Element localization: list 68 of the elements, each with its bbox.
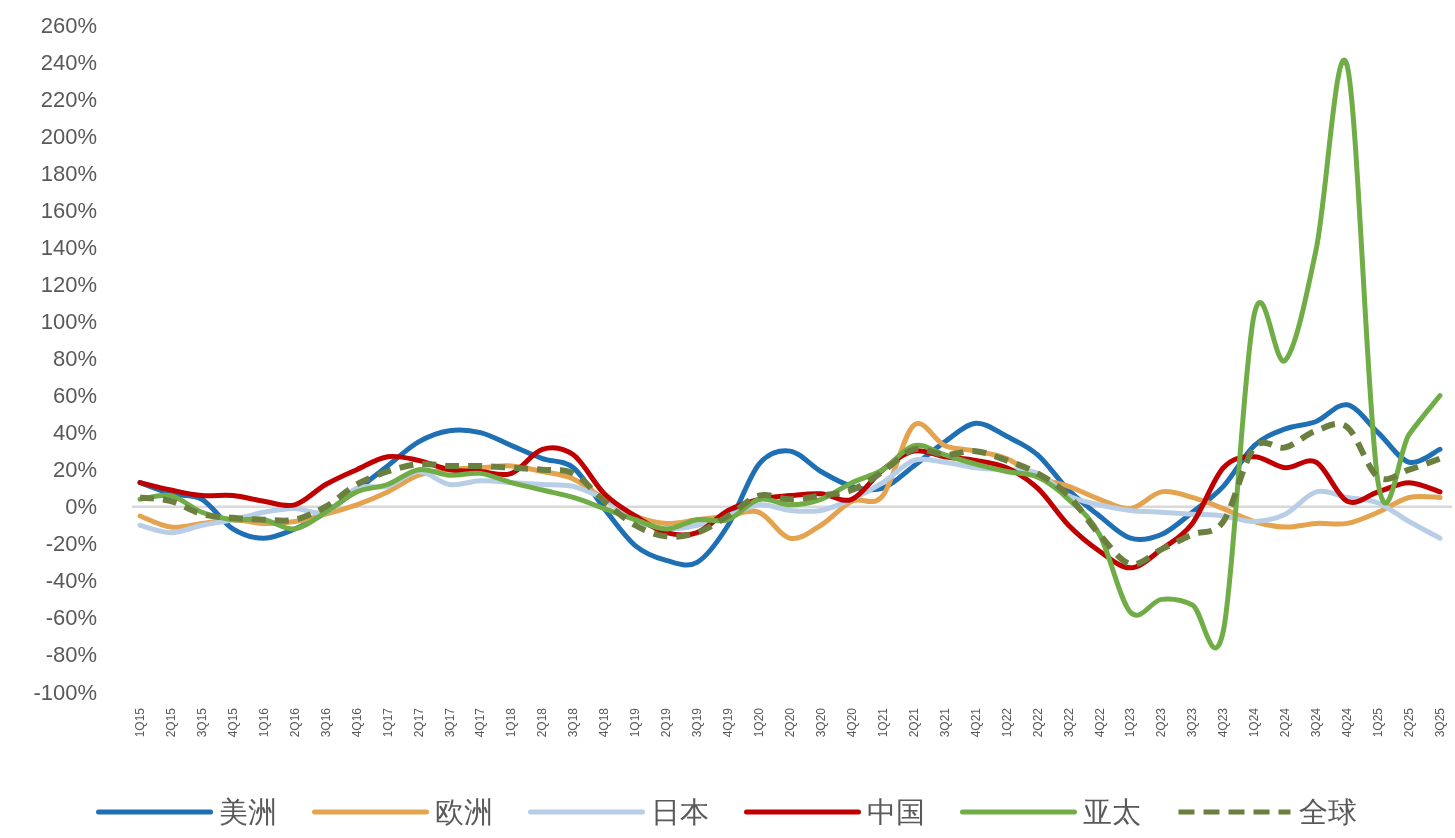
x-tick-label: 1Q18: [504, 707, 519, 738]
x-tick-label: 2Q21: [906, 707, 921, 738]
y-tick-label: 180%: [40, 160, 97, 186]
y-tick-label: 260%: [40, 12, 97, 38]
legend-label: 亚太: [1082, 796, 1141, 828]
y-tick-label: 60%: [52, 383, 97, 409]
y-tick-label: 160%: [40, 197, 97, 223]
x-tick-label: 4Q24: [1340, 707, 1355, 738]
legend-label: 日本: [650, 796, 709, 828]
x-tick-label: 4Q18: [597, 707, 612, 738]
y-tick-label: -80%: [45, 642, 97, 668]
legend-label: 全球: [1298, 796, 1357, 828]
x-tick-label: 4Q20: [844, 707, 859, 738]
x-tick-label: 2Q20: [783, 707, 797, 738]
x-tick-label: 3Q21: [937, 707, 952, 738]
x-tick-label: 3Q20: [813, 707, 828, 738]
x-tick-label: 3Q17: [442, 707, 457, 738]
y-tick-label: 220%: [40, 86, 97, 112]
x-tick-label: 1Q21: [875, 707, 890, 738]
y-tick-label: 140%: [40, 234, 97, 260]
y-tick-label: -60%: [45, 605, 97, 631]
x-tick-label: 3Q23: [1185, 707, 1200, 738]
x-tick-label: 3Q22: [1061, 707, 1076, 738]
x-tick-label: 4Q16: [349, 707, 364, 738]
x-tick-label: 2Q17: [411, 707, 426, 738]
x-tick-label: 1Q23: [1123, 707, 1138, 738]
x-tick-label: 1Q25: [1371, 707, 1386, 738]
legend-label: 中国: [866, 796, 925, 828]
x-tick-label: 2Q15: [163, 707, 178, 738]
x-tick-label: 3Q19: [690, 707, 705, 738]
y-tick-label: -100%: [33, 679, 97, 705]
y-tick-label: 20%: [52, 457, 97, 483]
x-tick-label: 2Q18: [535, 707, 550, 738]
x-tick-label: 1Q22: [999, 707, 1014, 738]
y-tick-label: 100%: [40, 308, 97, 334]
x-tick-label: 2Q23: [1154, 707, 1169, 738]
x-tick-label: 4Q19: [721, 707, 736, 738]
x-tick-label: 3Q16: [318, 707, 333, 738]
x-tick-label: 4Q22: [1092, 707, 1107, 738]
y-tick-label: 0%: [65, 494, 97, 520]
y-tick-label: 200%: [40, 123, 97, 149]
y-tick-label: 40%: [52, 420, 97, 446]
x-tick-label: 2Q16: [287, 707, 302, 738]
y-tick-label: 240%: [40, 49, 97, 75]
x-tick-label: 1Q15: [133, 707, 147, 738]
x-tick-label: 3Q18: [566, 707, 581, 738]
x-tick-label: 2Q22: [1030, 707, 1045, 738]
x-tick-label: 3Q24: [1309, 707, 1324, 738]
legend-label: 美洲: [218, 796, 277, 828]
x-tick-label: 1Q17: [380, 707, 395, 738]
x-tick-label: 1Q24: [1247, 707, 1262, 738]
x-tick-label: 2Q25: [1402, 707, 1417, 738]
x-tick-label: 4Q23: [1216, 707, 1231, 738]
x-tick-label: 4Q21: [968, 707, 983, 738]
x-tick-label: 4Q17: [473, 707, 488, 738]
y-tick-label: 120%: [40, 271, 97, 297]
y-tick-label: -20%: [45, 531, 97, 557]
legend-label: 欧洲: [434, 796, 493, 828]
x-tick-label: 1Q20: [752, 707, 767, 738]
y-tick-label: 80%: [52, 346, 97, 371]
x-tick-label: 4Q15: [225, 707, 240, 738]
x-tick-label: 3Q15: [194, 707, 209, 738]
x-tick-label: 1Q19: [628, 707, 643, 738]
y-tick-label: -40%: [45, 568, 97, 594]
x-tick-label: 3Q25: [1433, 707, 1447, 738]
x-tick-label: 2Q24: [1278, 707, 1293, 738]
x-tick-label: 2Q19: [659, 707, 674, 738]
x-tick-label: 1Q16: [256, 707, 271, 738]
